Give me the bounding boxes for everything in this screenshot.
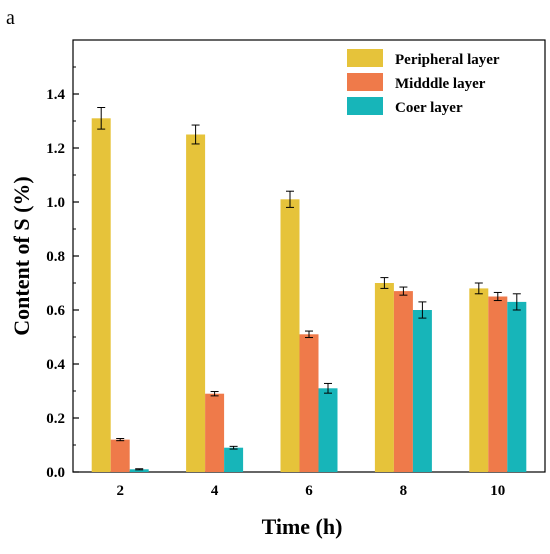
bar — [205, 393, 225, 472]
bar — [393, 291, 413, 472]
bar — [488, 296, 508, 472]
bar — [186, 134, 206, 472]
y-tick-label: 1.0 — [46, 195, 65, 211]
bar — [129, 469, 149, 472]
y-tick-label: 0.8 — [46, 249, 65, 265]
bar — [412, 310, 432, 472]
bar — [280, 199, 300, 473]
x-tick-label: 10 — [490, 483, 505, 499]
bar — [91, 118, 111, 473]
y-tick-label: 0.6 — [46, 303, 65, 319]
panel-label: a — [6, 7, 15, 29]
bar — [507, 301, 527, 472]
plot-area: 0.0 0.2 0.4 0.6 0.8 1.0 1.2 1.4 2 4 6 8 10 — [46, 39, 546, 499]
y-axis-title: Content of S (%) — [9, 176, 34, 336]
x-tick-label: 2 — [116, 483, 124, 499]
x-tick-label: 8 — [400, 483, 408, 499]
x-tick-label: 4 — [211, 483, 219, 499]
bar — [318, 388, 338, 472]
legend-label: Midddle layer — [395, 76, 486, 92]
y-tick-label: 0.2 — [46, 411, 65, 427]
y-tick-label: 0.0 — [46, 465, 65, 481]
x-tick-label: 6 — [305, 483, 313, 499]
y-tick-label: 1.4 — [46, 87, 65, 103]
legend-label: Peripheral layer — [395, 52, 500, 68]
y-tick-label: 0.4 — [46, 357, 65, 373]
legend-label: Coer layer — [395, 100, 463, 116]
bar — [299, 334, 319, 472]
legend: Peripheral layer Midddle layer Coer layer — [347, 49, 500, 116]
x-axis-title: Time (h) — [262, 514, 343, 539]
legend-swatch — [347, 49, 383, 67]
bar — [374, 283, 394, 472]
bar — [224, 447, 244, 472]
legend-swatch — [347, 73, 383, 91]
legend-swatch — [347, 97, 383, 115]
y-tick-label: 1.2 — [46, 141, 65, 157]
bar — [110, 439, 130, 472]
bar — [469, 288, 489, 472]
